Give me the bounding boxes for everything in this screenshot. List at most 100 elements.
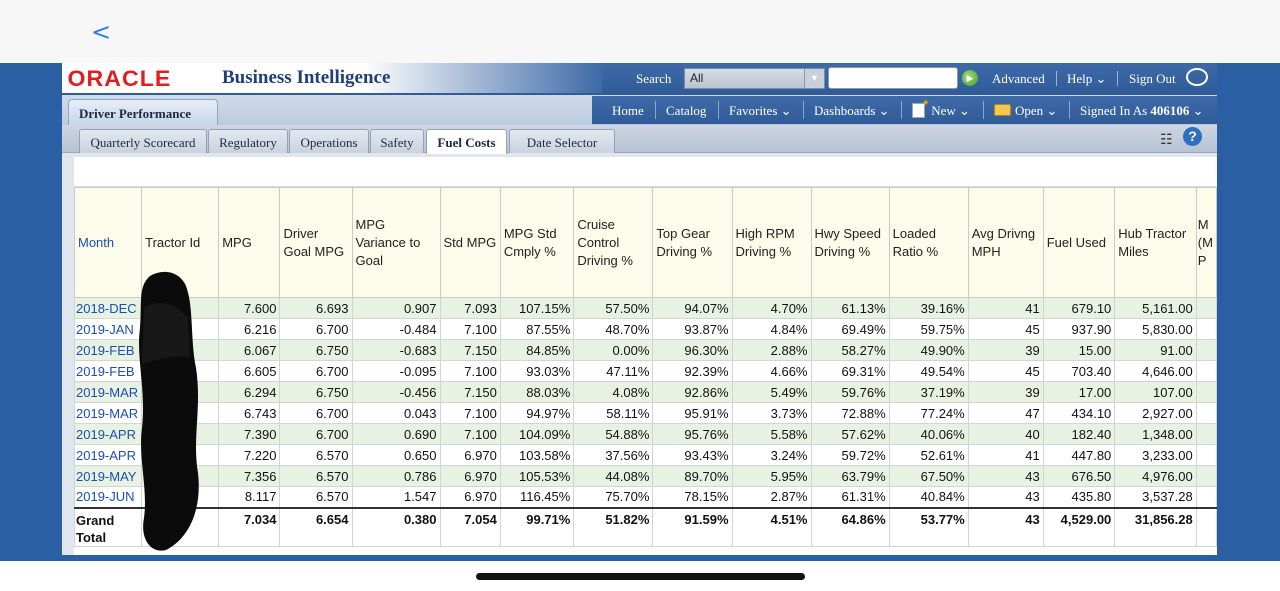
table-cell: 93.03%	[499, 360, 575, 382]
tab-safety[interactable]: Safety	[370, 129, 424, 153]
col-header: MPG Std Cmply %	[499, 187, 575, 298]
messages-icon[interactable]	[1186, 68, 1208, 86]
chevron-down-icon: ⌄	[959, 103, 970, 118]
table-cell: 52.61%	[888, 444, 969, 466]
table-cell: 47.11%	[573, 360, 654, 382]
dashboard-name: Driver Performance	[79, 106, 192, 121]
chevron-down-icon: ⌄	[878, 103, 890, 118]
table-cell: 5,161.00	[1114, 297, 1197, 319]
grand-total-label: Grand Total	[74, 506, 143, 547]
table-cell: 39	[967, 381, 1044, 403]
month-link[interactable]: 2019-APR	[74, 444, 143, 466]
month-link[interactable]: 2019-JUN	[74, 486, 143, 508]
month-link[interactable]: 2019-MAY	[74, 465, 143, 487]
table-cell: 1,348.00	[1114, 423, 1197, 445]
table-cell: 679.10	[1042, 297, 1116, 319]
table-cell: 6.970	[439, 465, 501, 487]
home-indicator[interactable]	[476, 573, 805, 580]
table-cell: 6.570	[279, 444, 353, 466]
table-cell: 88.03%	[499, 381, 575, 403]
month-link[interactable]: 2018-DEC	[74, 297, 143, 319]
month-link[interactable]: 2019-APR	[74, 423, 143, 445]
tab-fuel-costs[interactable]: Fuel Costs	[426, 129, 507, 154]
table-row: 2019-MAR 6.294 6.750 -0.456 7.150 88.03% 4.08%…	[74, 381, 1217, 403]
col-header: Fuel Used	[1042, 187, 1116, 298]
sign-out-link[interactable]: Sign Out	[1129, 71, 1176, 86]
table-cell: 49.54%	[888, 360, 969, 382]
table-cell: 41	[967, 297, 1044, 319]
table-cell	[1195, 339, 1217, 361]
chevron-down-icon: ⌄	[1192, 103, 1204, 118]
table-cell: 7.100	[439, 423, 501, 445]
month-link[interactable]: 2019-MAR	[74, 402, 143, 424]
tab-operations[interactable]: Operations	[289, 129, 369, 153]
total-cell: 4.51%	[731, 506, 812, 547]
table-cell: 3,537.28	[1114, 486, 1197, 508]
table-cell: 6.067	[218, 339, 281, 361]
chevron-down-icon: ⌄	[780, 103, 792, 118]
favorites-menu[interactable]: Favorites ⌄	[729, 103, 792, 118]
table-cell: 54.88%	[573, 423, 654, 445]
table-cell: 63.79%	[810, 465, 890, 487]
col-header: Avg Drivng MPH	[967, 187, 1044, 298]
table-cell: 104.09%	[499, 423, 575, 445]
table-cell: 4.84%	[731, 318, 812, 340]
table-cell: 40.06%	[888, 423, 969, 445]
table-cell	[1195, 381, 1217, 403]
help-icon[interactable]: ?	[1183, 127, 1202, 146]
col-header[interactable]: Month	[74, 187, 143, 298]
month-link[interactable]: 2019-FEB	[74, 339, 143, 361]
table-cell: 57.50%	[573, 297, 654, 319]
page-options-icon[interactable]: ☷	[1160, 131, 1173, 147]
open-menu[interactable]: Open ⌄	[994, 103, 1057, 119]
table-cell: 84.85%	[499, 339, 575, 361]
tab-date-selector[interactable]: Date Selector	[509, 129, 615, 153]
table-cell: 87.55%	[499, 318, 575, 340]
total-cell: 0.380	[351, 506, 441, 547]
table-cell: 6.605	[218, 360, 281, 382]
oracle-logo: ORACLE	[67, 66, 172, 91]
table-cell: 7.100	[439, 360, 501, 382]
table-cell: 5.49%	[731, 381, 812, 403]
new-menu[interactable]: New ⌄	[912, 98, 970, 119]
grand-total-row: Grand Total 7.034 6.654 0.380 7.054 99.71% 51.…	[74, 506, 1217, 547]
table-cell: 94.97%	[499, 402, 575, 424]
oracle-logo-box: ORACLE	[62, 63, 202, 93]
col-header: MPG Variance to Goal	[351, 187, 441, 298]
home-link[interactable]: Home	[612, 103, 644, 118]
table-cell: 107.00	[1114, 381, 1197, 403]
dashboards-menu[interactable]: Dashboards ⌄	[814, 103, 890, 118]
total-cell: 64.86%	[810, 506, 890, 547]
month-link[interactable]: 2019-JAN	[74, 318, 143, 340]
table-cell: 37.19%	[888, 381, 969, 403]
table-cell: 105.53%	[499, 465, 575, 487]
total-cell: 31,856.28	[1114, 506, 1197, 547]
col-header: Driver Goal MPG	[279, 187, 353, 298]
catalog-link[interactable]: Catalog	[666, 103, 707, 118]
search-input[interactable]	[828, 67, 958, 89]
table-cell: 67.50%	[888, 465, 969, 487]
table-cell: 7.093	[439, 297, 501, 319]
back-button[interactable]: <	[91, 18, 112, 46]
search-go-icon[interactable]: ▶	[962, 70, 978, 86]
table-row: 2018-DEC 7.600 6.693 0.907 7.093 107.15% 57.50…	[74, 297, 1217, 319]
signed-in-menu[interactable]: Signed In As 406106 ⌄	[1080, 103, 1204, 118]
tab-regulatory[interactable]: Regulatory	[208, 129, 288, 153]
table-cell: 435.80	[1042, 486, 1116, 508]
search-scope-select[interactable]: All ▼	[684, 68, 825, 89]
advanced-link[interactable]: Advanced	[992, 71, 1045, 86]
table-cell: 59.75%	[888, 318, 969, 340]
table-cell: 116.45%	[499, 486, 575, 508]
table-cell: 107.15%	[499, 297, 575, 319]
table-cell: 7.356	[218, 465, 281, 487]
month-link[interactable]: 2019-FEB	[74, 360, 143, 382]
table-cell: 3.24%	[731, 444, 812, 466]
help-menu[interactable]: Help ⌄	[1067, 71, 1107, 86]
tab-quarterly-scorecard[interactable]: Quarterly Scorecard	[79, 129, 207, 153]
table-cell: 0.650	[351, 444, 441, 466]
table-cell: -0.456	[351, 381, 441, 403]
table-cell: -0.095	[351, 360, 441, 382]
table-cell: 95.91%	[652, 402, 733, 424]
table-cell: 6.294	[218, 381, 281, 403]
total-cell: 7.054	[439, 506, 501, 547]
